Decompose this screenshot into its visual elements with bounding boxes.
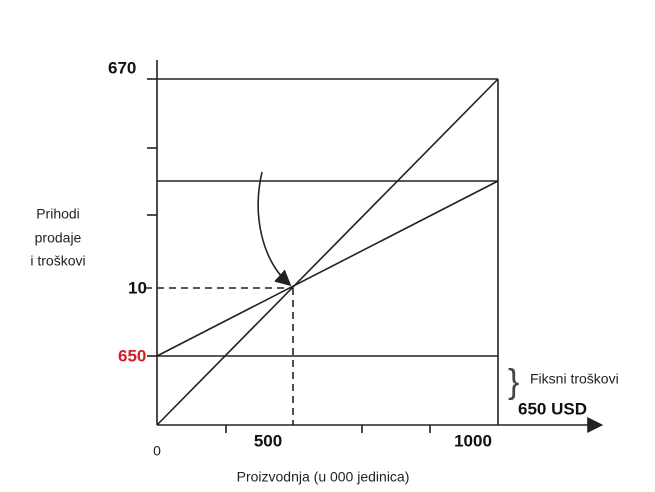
fixed-cost-label: Fiksni troškovi [530,371,619,387]
x-label: 1000 [454,431,492,450]
brace: } [508,363,519,401]
y-label: 670 [108,58,136,77]
chart-lines [145,78,499,426]
y-axis-title: i troškovi [30,253,85,269]
x-label: 0 [153,443,161,459]
y-label: 650 [118,346,146,365]
fixed-cost-amount: 650 USD [518,399,587,418]
y-label: 10 [128,278,147,297]
x-axis-title: Proizvodnja (u 000 jedinica) [237,469,410,485]
x-label: 500 [254,431,282,450]
y-axis-title: prodaje [35,230,82,246]
axes [147,60,604,433]
revenue-line [156,78,499,426]
break-even-arrow [257,171,292,287]
y-axis-title: Prihodi [36,206,80,222]
total-cost-line [156,180,499,357]
